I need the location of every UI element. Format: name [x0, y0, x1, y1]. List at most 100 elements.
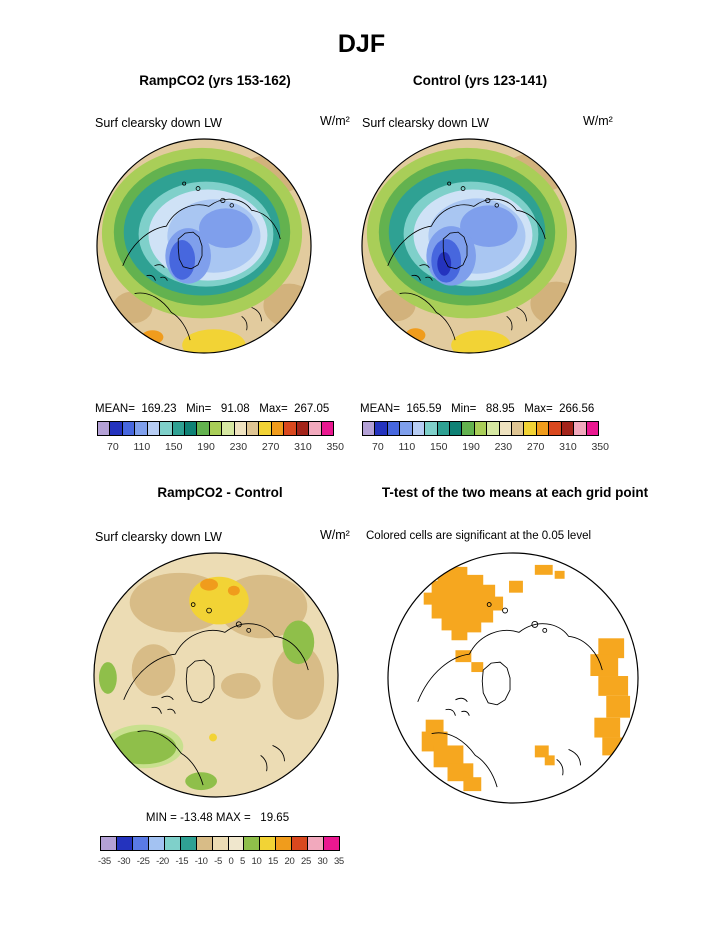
colorbar-cell [499, 422, 513, 435]
map-control [361, 138, 577, 354]
coastlines [123, 602, 309, 786]
colorbar-diff [100, 836, 340, 851]
units-label-rampco2: W/m² [320, 114, 350, 128]
colorbar-cell [276, 837, 293, 850]
colorbar-cell [400, 422, 413, 435]
map-boundary [387, 552, 639, 804]
coastlines [417, 602, 603, 788]
colorbar-cell [462, 422, 475, 435]
contour-field [361, 138, 577, 354]
colorbar-cell [260, 837, 277, 850]
colorbar-tick-label: 350 [591, 441, 609, 453]
colorbar-tick-label: 110 [133, 441, 151, 453]
colorbar-tick-label: 25 [300, 856, 311, 867]
colorbar-cell [222, 422, 235, 435]
colorbar-cell [296, 422, 310, 435]
colorbar-cell [412, 422, 426, 435]
contour-field [93, 552, 339, 798]
colorbar-cell [101, 837, 117, 850]
units-label-control: W/m² [583, 114, 613, 128]
colorbar-tick-label: 350 [326, 441, 344, 453]
colorbar-cell [98, 422, 111, 435]
panel-header-rampco2: RampCO2 (yrs 153-162) [139, 73, 291, 88]
coastlines [387, 181, 546, 341]
colorbar-tick-label: 35 [333, 856, 344, 867]
colorbar-cell [474, 422, 488, 435]
colorbar-cell [271, 422, 285, 435]
map-rampco2 [96, 138, 312, 354]
colorbar-cell [387, 422, 401, 435]
colorbar-tick-label: 190 [197, 441, 215, 453]
colorbar-cell [196, 837, 213, 850]
colorbar-tick-label: 310 [294, 441, 312, 453]
colorbar-tick-label: 230 [494, 441, 513, 453]
colorbar-cell [284, 422, 297, 435]
significant-cells [387, 552, 639, 804]
colorbar-cell [437, 422, 450, 435]
map-boundary [96, 138, 312, 354]
colorbar-cell [244, 837, 261, 850]
colorbar-cell [363, 422, 376, 435]
colorbar-cell [135, 422, 148, 435]
colorbar-cell [259, 422, 272, 435]
stats-control: MEAN= 165.59 Min= 88.95 Max= 266.56 [360, 403, 595, 415]
colorbar-cell [574, 422, 587, 435]
colorbar-tick-label: 270 [526, 441, 545, 453]
panel-header-diff: RampCO2 - Control [157, 485, 283, 500]
colorbar-cell [549, 422, 562, 435]
colorbar-tick-label: 190 [462, 441, 480, 453]
colorbar-cell [116, 837, 133, 850]
colorbar-ticks-rampco2: 70 110 150 190 230 270 310 350 [97, 441, 354, 453]
colorbar-tick-label: 230 [229, 441, 248, 453]
colorbar-tick-label: -10 [194, 856, 208, 867]
map-ttest [387, 552, 639, 804]
colorbar-cell [132, 837, 149, 850]
colorbar-tick-label: 30 [317, 856, 328, 867]
colorbar-cell [487, 422, 500, 435]
colorbar-rampco2 [97, 421, 334, 436]
colorbar-cell [148, 837, 165, 850]
colorbar-cell [247, 422, 260, 435]
var-label-rampco2: Surf clearsky down LW [95, 116, 222, 130]
colorbar-tick-label: 5 [240, 856, 246, 867]
colorbar-control [362, 421, 599, 436]
colorbar-tick-label: 150 [429, 441, 448, 453]
colorbar-cell [180, 837, 197, 850]
colorbar-cell [212, 837, 229, 850]
stats-diff: MIN = -13.48 MAX = 19.65 [145, 812, 290, 824]
ttest-subtitle: Colored cells are significant at the 0.0… [366, 530, 592, 542]
colorbar-cell [209, 422, 223, 435]
colorbar-tick-label: -25 [136, 856, 150, 867]
colorbar-cell [321, 422, 334, 435]
stats-rampco2: MEAN= 169.23 Min= 91.08 Max= 267.05 [95, 403, 330, 415]
colorbar-cell [164, 837, 181, 850]
colorbar-tick-label: 70 [107, 441, 119, 453]
colorbar-cell [561, 422, 575, 435]
colorbar-tick-label: 110 [398, 441, 416, 453]
colorbar-tick-label: 15 [268, 856, 278, 867]
colorbar-tick-label: 20 [284, 856, 295, 867]
colorbar-tick-label: 0 [228, 856, 234, 867]
colorbar-cell [292, 837, 309, 850]
colorbar-cell [309, 422, 322, 435]
colorbar-tick-label: 70 [372, 441, 384, 453]
colorbar-cell [449, 422, 463, 435]
map-boundary [93, 552, 339, 798]
colorbar-cell [160, 422, 173, 435]
colorbar-cell [172, 422, 185, 435]
var-label-control: Surf clearsky down LW [362, 116, 489, 130]
colorbar-tick-label: 270 [261, 441, 280, 453]
colorbar-cell [184, 422, 198, 435]
colorbar-cell [110, 422, 123, 435]
panel-header-control: Control (yrs 123-141) [412, 73, 548, 88]
colorbar-cell [147, 422, 161, 435]
units-label-diff: W/m² [320, 528, 350, 542]
colorbar-cell [308, 837, 325, 850]
colorbar-tick-label: 150 [164, 441, 183, 453]
panel-header-ttest: T-test of the two means at each grid poi… [381, 485, 649, 500]
colorbar-cell [512, 422, 525, 435]
colorbar-tick-label: -35 [98, 856, 111, 867]
colorbar-tick-label: 10 [251, 856, 262, 867]
colorbar-tick-label: -15 [175, 856, 189, 867]
